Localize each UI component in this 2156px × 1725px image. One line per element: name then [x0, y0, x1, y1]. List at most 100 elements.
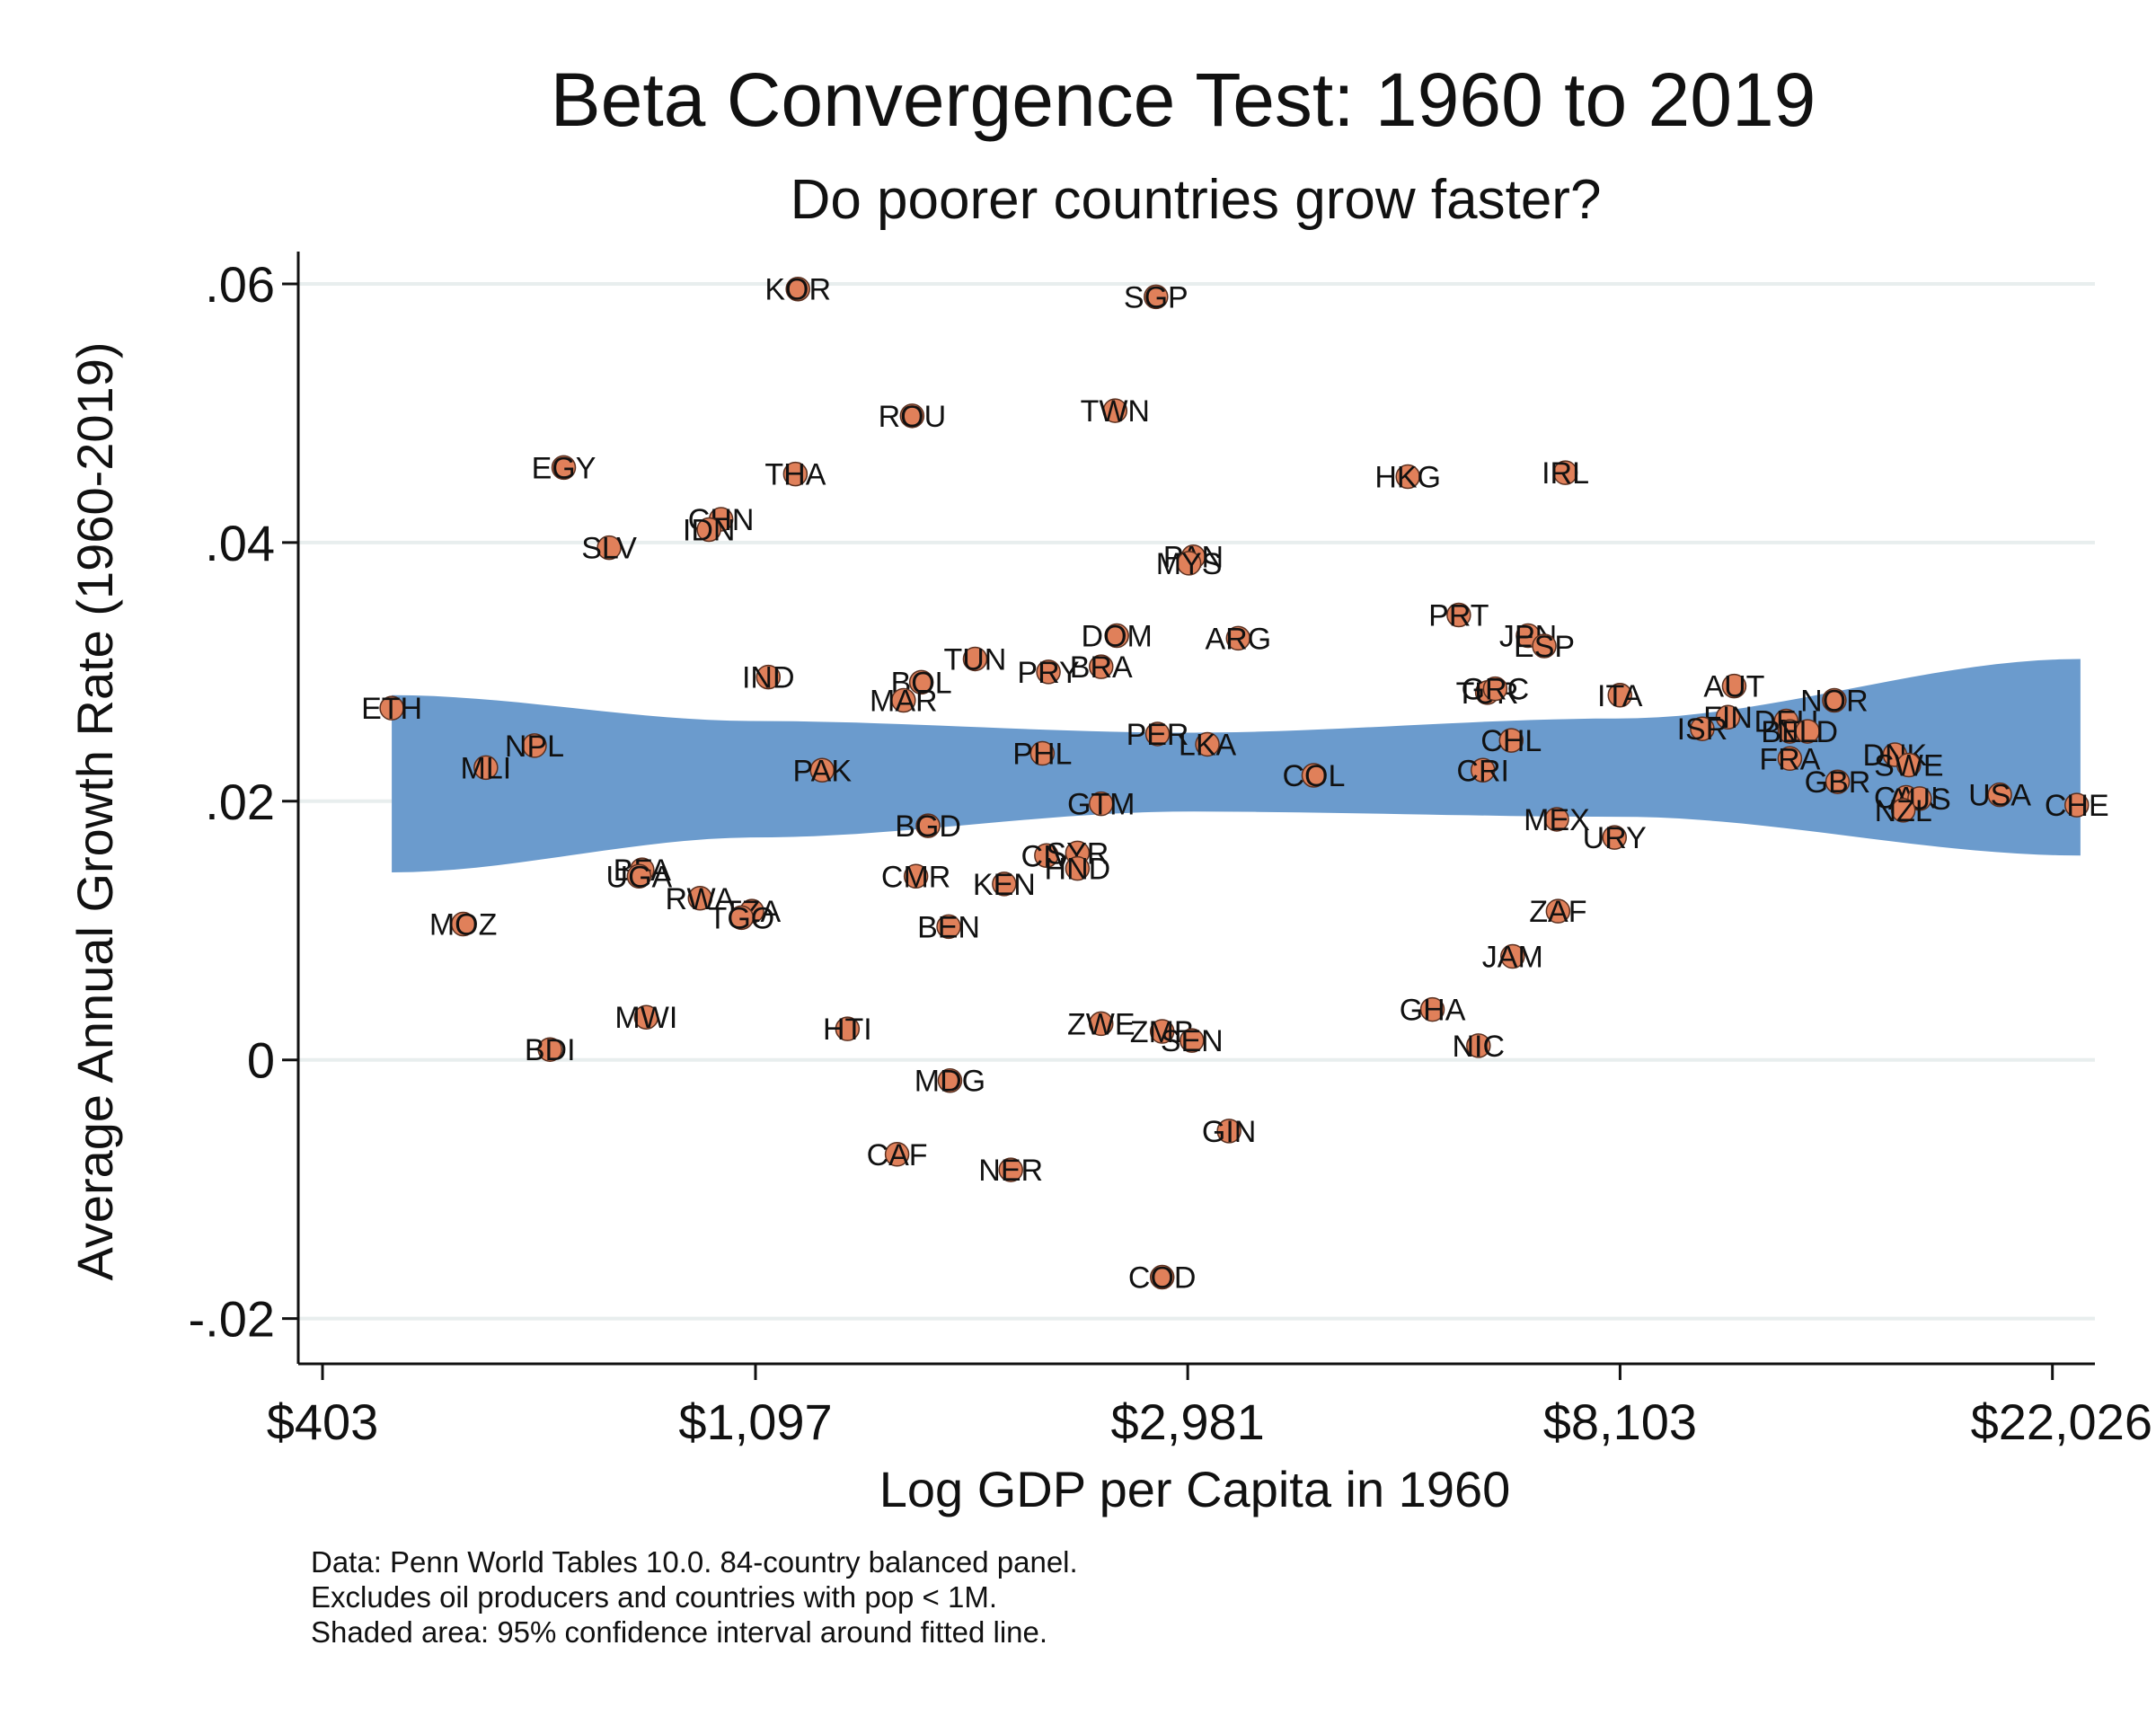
x-tick-label-4: $22,026 — [1971, 1393, 2152, 1450]
point-label-swe: SWE — [1874, 748, 1943, 783]
point-label-ind: IND — [742, 661, 795, 695]
point-mdg — [937, 1067, 963, 1093]
x-tick-label-1: $1,097 — [678, 1393, 832, 1450]
point-ury — [1602, 825, 1628, 850]
point-label-usa: USA — [1968, 779, 2031, 813]
point-label-caf: CAF — [867, 1138, 928, 1172]
point-rwa — [687, 886, 713, 911]
x-tick-label-0: $403 — [267, 1393, 379, 1450]
point-label-lka: LKA — [1179, 728, 1237, 762]
point-jam — [1500, 943, 1525, 969]
point-label-gha: GHA — [1400, 994, 1466, 1028]
point-label-phl: PHL — [1012, 738, 1072, 772]
point-label-moz: MOZ — [429, 908, 498, 942]
chart-subtitle: Do poorer countries grow faster? — [791, 169, 1602, 231]
point-aut — [1721, 673, 1747, 699]
point-twn — [1102, 398, 1128, 423]
point-label-tun: TUN — [943, 642, 1006, 677]
point-label-esp: ESP — [1514, 630, 1575, 664]
confidence-band — [392, 659, 2081, 872]
point-ita — [1607, 683, 1632, 708]
point-label-prt: PRT — [1428, 599, 1489, 633]
point-lka — [1195, 731, 1220, 757]
point-label-aut: AUT — [1703, 670, 1764, 704]
point-uga — [626, 863, 652, 889]
y-tick-label-1: 0 — [247, 1032, 275, 1089]
point-per — [1144, 721, 1171, 747]
point-label-civ: CIV — [1021, 839, 1073, 873]
point-arg — [1225, 625, 1251, 651]
chart-title: Beta Convergence Test: 1960 to 2019 — [551, 58, 1816, 142]
point-mli — [473, 755, 499, 781]
point-tha — [782, 461, 808, 487]
point-idn — [696, 517, 721, 543]
source-note-3: Shaded area: 95% confidence interval aro… — [311, 1615, 1047, 1649]
point-zmb — [1149, 1019, 1175, 1044]
point-caf — [884, 1142, 910, 1167]
point-mar — [891, 687, 916, 713]
point-label-mwi: MWI — [614, 1001, 677, 1035]
point-label-kor: KOR — [764, 273, 831, 307]
point-label-per: PER — [1127, 718, 1189, 752]
point-label-ury: URY — [1583, 821, 1647, 855]
point-label-tgo: TGO — [709, 901, 775, 935]
point-label-cri: CRI — [1456, 754, 1509, 788]
point-isr — [1690, 716, 1715, 741]
y-tick-label-0: -.02 — [189, 1291, 276, 1348]
point-label-sgp: SGP — [1124, 280, 1188, 314]
point-phl — [1029, 740, 1056, 766]
source-note-2: Excludes oil producers and countries wit… — [311, 1580, 997, 1614]
point-civ — [1034, 843, 1059, 869]
point-cri — [1470, 757, 1496, 783]
point-label-mar: MAR — [870, 685, 938, 719]
point-label-gtm: GTM — [1067, 788, 1135, 822]
point-label-che: CHE — [2045, 789, 2109, 823]
point-zaf — [1545, 898, 1571, 924]
point-nic — [1466, 1033, 1491, 1058]
point-label-fra: FRA — [1759, 742, 1820, 776]
point-label-nzl: NZL — [1875, 794, 1932, 828]
point-usa — [1987, 782, 2012, 808]
point-mwi — [633, 1004, 659, 1030]
point-chl — [1498, 728, 1524, 753]
point-label-rou: ROU — [879, 400, 947, 434]
axes: -.02 0 .02 .04 .06 $403 $1,097 $2,981 $8,103 $22,… — [189, 252, 2152, 1450]
point-sen — [1180, 1028, 1205, 1053]
point-label-bra: BRA — [1070, 650, 1133, 685]
point-label-isr: ISR — [1677, 712, 1728, 747]
point-prt — [1446, 602, 1471, 628]
point-nor — [1822, 687, 1847, 713]
point-label-cmr: CMR — [881, 860, 950, 894]
point-nld — [1795, 719, 1820, 744]
point-pry — [1036, 659, 1061, 685]
point-label-grc: GRC — [1462, 673, 1530, 707]
point-fra — [1777, 746, 1803, 772]
y-tick-label-3: .04 — [205, 515, 275, 571]
point-label-dom: DOM — [1082, 620, 1153, 654]
point-nzl — [1890, 798, 1916, 823]
point-label-twn: TWN — [1081, 394, 1150, 429]
point-label-hkg: HKG — [1374, 460, 1441, 494]
point-label-gbr: GBR — [1805, 765, 1871, 800]
point-label-mex: MEX — [1524, 803, 1590, 837]
point-mex — [1544, 807, 1569, 832]
point-npl — [522, 733, 547, 758]
point-grc — [1482, 676, 1508, 702]
x-axis-title: Log GDP per Capita in 1960 — [879, 1461, 1511, 1517]
point-zwe — [1088, 1011, 1114, 1037]
point-tgo — [729, 905, 755, 931]
point-label-tha: THA — [764, 458, 826, 492]
point-ind — [755, 664, 782, 690]
point-label-hnd: HND — [1045, 853, 1111, 887]
point-gtm — [1088, 791, 1114, 817]
point-hti — [835, 1016, 861, 1041]
point-rou — [899, 403, 925, 429]
point-label-idn: IDN — [683, 514, 736, 548]
point-pak — [809, 757, 835, 783]
point-mys — [1176, 551, 1202, 576]
point-label-chl: CHL — [1480, 724, 1542, 758]
point-label-mli: MLI — [461, 751, 512, 785]
point-slv — [596, 535, 622, 561]
point-cmr — [903, 863, 929, 889]
x-tick-label-2: $2,981 — [1110, 1393, 1264, 1450]
